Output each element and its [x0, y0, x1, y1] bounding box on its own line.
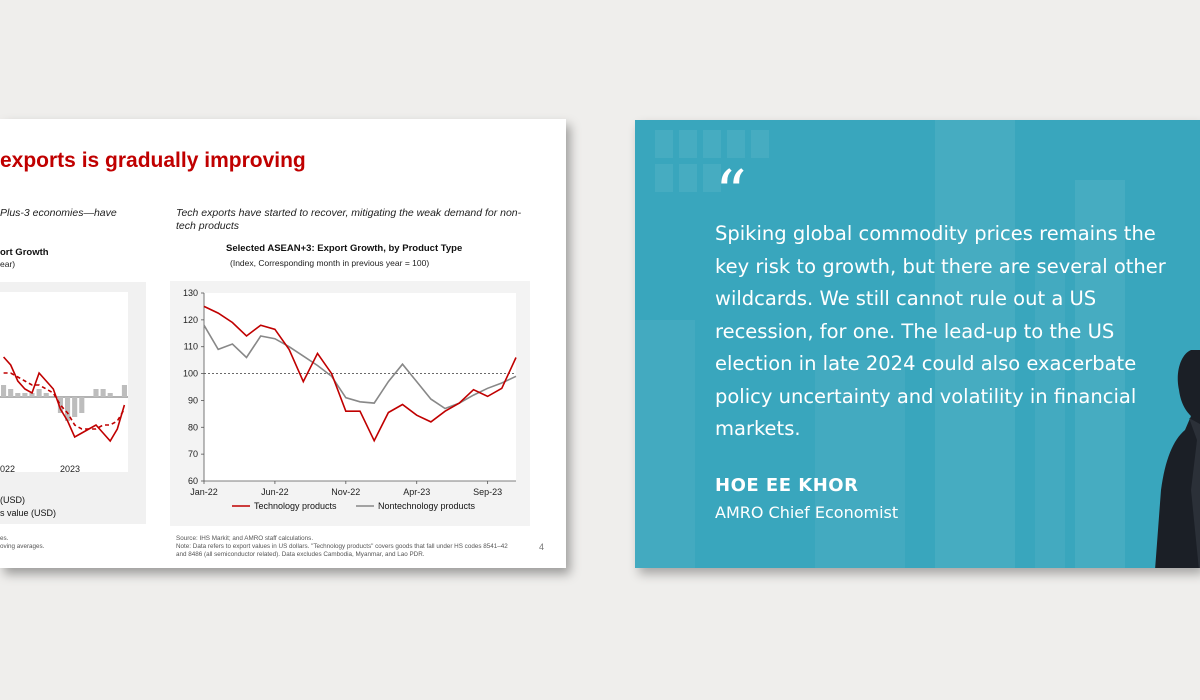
bar — [36, 389, 42, 397]
y-tick-label: 70 — [188, 449, 198, 459]
y-tick-label: 120 — [183, 315, 198, 325]
page-number: 4 — [538, 542, 544, 552]
right-source-line: Source: IHS Markit; and AMRO staff calcu… — [176, 535, 314, 542]
left-chart-svg: 022 2023 — [0, 292, 128, 474]
quote-mark-icon: “ — [715, 156, 747, 229]
bar — [79, 397, 85, 413]
right-chart-panel: 60 70 80 90 100 110 120 130 Jan-22 Jun-22 Nov-22 Ap… — [170, 281, 530, 526]
presentation-slide: exports is gradually improving Plus-3 ec… — [0, 119, 566, 568]
person-photo — [1155, 350, 1200, 568]
bar — [8, 389, 14, 397]
left-source-line-1: es. — [0, 535, 9, 542]
plot-area — [0, 292, 128, 472]
left-legend-2: s value (USD) — [0, 508, 57, 518]
series-line-dashed — [3, 372, 126, 430]
right-chart-subtitle: (Index, Corresponding month in previous … — [230, 258, 430, 268]
author-role: AMRO Chief Economist — [715, 503, 899, 522]
right-chart-title: Selected ASEAN+3: Export Growth, by Prod… — [226, 243, 463, 254]
bar — [100, 389, 106, 397]
y-tick-label: 60 — [188, 476, 198, 486]
right-chart-svg: 60 70 80 90 100 110 120 130 Jan-22 Jun-22 Nov-22 Ap… — [183, 288, 517, 511]
x-tick-label: Nov-22 — [331, 487, 360, 497]
bar — [93, 389, 99, 397]
bar — [22, 393, 28, 397]
right-subtitle: Tech exports have started to recover, mi… — [176, 207, 522, 232]
left-source-line-2: oving averages. — [0, 543, 45, 550]
left-chart-panel: 022 2023 — [0, 282, 146, 524]
slide-title: exports is gradually improving — [0, 149, 306, 172]
bar — [72, 397, 78, 417]
quote-text: Spiking global commodity prices remains … — [715, 222, 1166, 440]
bar — [57, 397, 63, 413]
bar — [1, 385, 7, 397]
bar — [65, 397, 71, 421]
right-source-note: Source: IHS Markit; and AMRO staff calcu… — [176, 535, 516, 559]
series-line-technology — [203, 305, 517, 443]
series-line-nontechnology — [203, 324, 517, 410]
x-tick-label: Apr-23 — [403, 487, 430, 497]
bar — [29, 393, 35, 397]
bar — [121, 385, 127, 397]
background-building-pattern — [635, 120, 1125, 568]
x-tick-label: 022 — [0, 464, 15, 474]
bar — [15, 393, 21, 397]
left-chart-title: ort Growth — [0, 247, 49, 258]
x-tick-label: Sep-23 — [473, 487, 502, 497]
bar — [107, 393, 113, 397]
left-source: es. oving averages. — [0, 535, 44, 551]
y-tick-label: 100 — [183, 369, 198, 379]
legend-label: Technology products — [254, 501, 337, 511]
left-subtitle: Plus-3 economies—have — [0, 207, 117, 219]
bar — [43, 393, 49, 397]
x-tick-label: Jan-22 — [190, 487, 218, 497]
series-line-solid — [3, 356, 126, 443]
legend-label: Nontechnology products — [378, 501, 476, 511]
quote-card: “ Spiking global commodity prices remain… — [635, 120, 1200, 568]
y-tick-label: 90 — [188, 395, 198, 405]
x-tick-label: Jun-22 — [261, 487, 289, 497]
y-tick-label: 130 — [183, 288, 198, 298]
left-chart-subtitle: ear) — [0, 259, 16, 269]
x-tick-label: 2023 — [60, 464, 80, 474]
plot-area — [204, 293, 516, 481]
y-tick-label: 110 — [184, 342, 198, 352]
y-tick-label: 80 — [188, 422, 198, 432]
left-legend-1: (USD) — [0, 495, 25, 505]
right-source-line: Note: Data refers to export values in US… — [176, 543, 508, 558]
author-name: HOE EE KHOR — [715, 475, 859, 496]
